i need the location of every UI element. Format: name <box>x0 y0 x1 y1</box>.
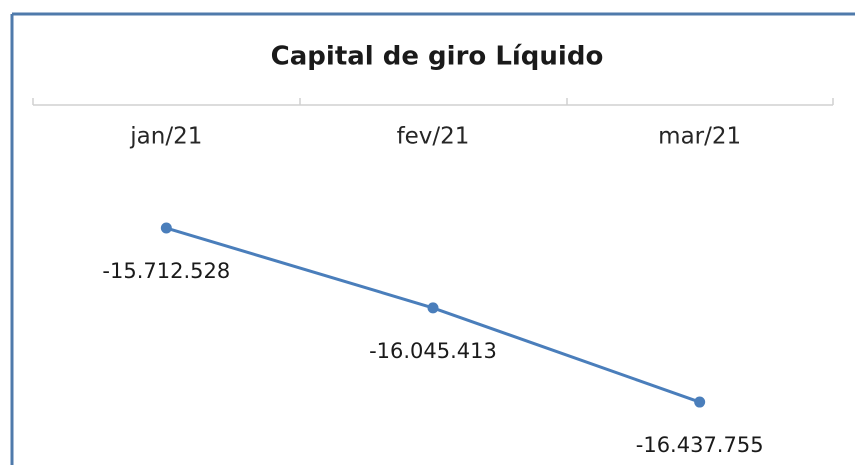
data-point <box>160 222 172 234</box>
data-line <box>165 226 701 404</box>
x-tick-label: mar/21 <box>658 124 741 150</box>
data-label: -15.712.528 <box>102 259 230 283</box>
data-point <box>427 302 439 314</box>
x-tick-label: fev/21 <box>397 124 470 150</box>
chart-title: Capital de giro Líquido <box>271 42 604 72</box>
data-label: -16.045.413 <box>369 339 497 363</box>
x-tick-label: jan/21 <box>129 124 202 150</box>
data-label: -16.437.755 <box>636 433 764 457</box>
data-point <box>694 396 706 408</box>
